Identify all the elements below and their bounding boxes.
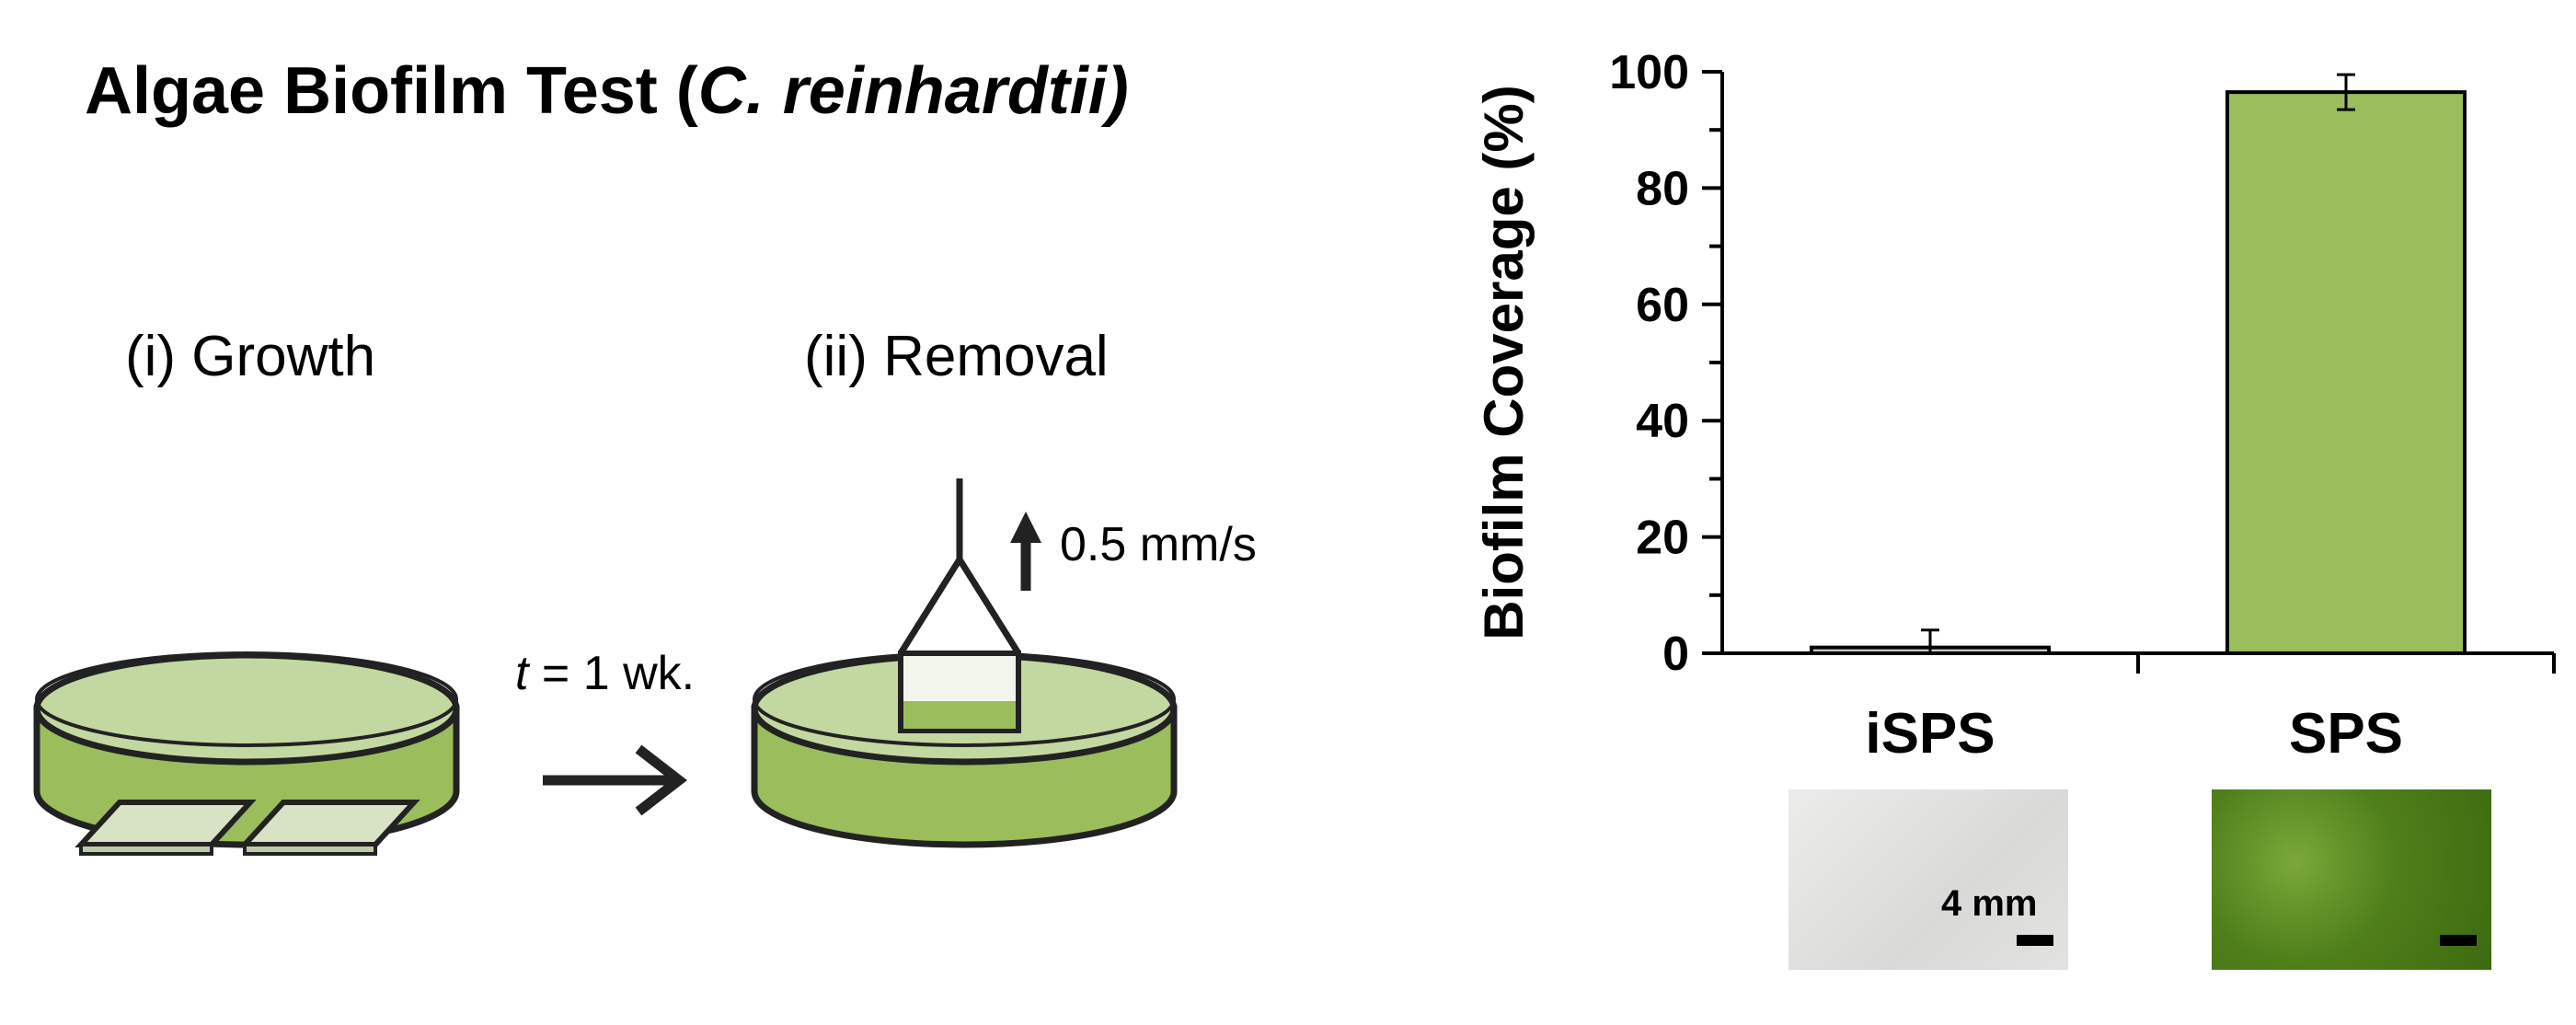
y-axis-label: Biofilm Coverage (%) (1473, 85, 1535, 639)
y-tick-label: 40 (1636, 395, 1689, 448)
time-symbol: t (515, 647, 529, 700)
title-prefix: Algae Biofilm Test ( (85, 54, 698, 128)
y-tick-label: 0 (1662, 628, 1689, 681)
growth-petri-dish (33, 651, 460, 856)
speed-note: 0.5 mm/s (1060, 518, 1257, 571)
step-removal-label: (ii) Removal (804, 325, 1109, 388)
title-species: C. reinhardtii) (697, 54, 1129, 128)
process-arrow-icon (543, 744, 687, 816)
scale-bar-label: 4 mm (1941, 883, 2038, 924)
y-tick-label: 80 (1636, 162, 1689, 215)
y-tick-label: 60 (1636, 279, 1689, 332)
sample-holder (898, 478, 1021, 733)
sps-micrograph (2212, 789, 2491, 970)
y-tick-label: 100 (1609, 46, 1689, 99)
scale-bar (2017, 935, 2053, 946)
figure-title: Algae Biofilm Test (C. reinhardtii) (85, 53, 1129, 129)
x-category-label: iSPS (1865, 702, 1995, 766)
time-value: = 1 wk. (528, 647, 696, 700)
bar-sps (2225, 90, 2467, 656)
bar-chart: 0 20 40 60 80 100 Biofilm Coverage (%) iSPS SPS (1473, 46, 2556, 766)
scale-bar (2440, 935, 2477, 946)
step-growth-label: (i) Growth (125, 325, 376, 388)
x-category-label: SPS (2289, 702, 2403, 766)
up-arrow-icon (1010, 512, 1041, 591)
time-note: t = 1 wk. (515, 646, 695, 701)
y-tick-label: 20 (1636, 512, 1689, 565)
ispss-micrograph (1788, 789, 2068, 970)
